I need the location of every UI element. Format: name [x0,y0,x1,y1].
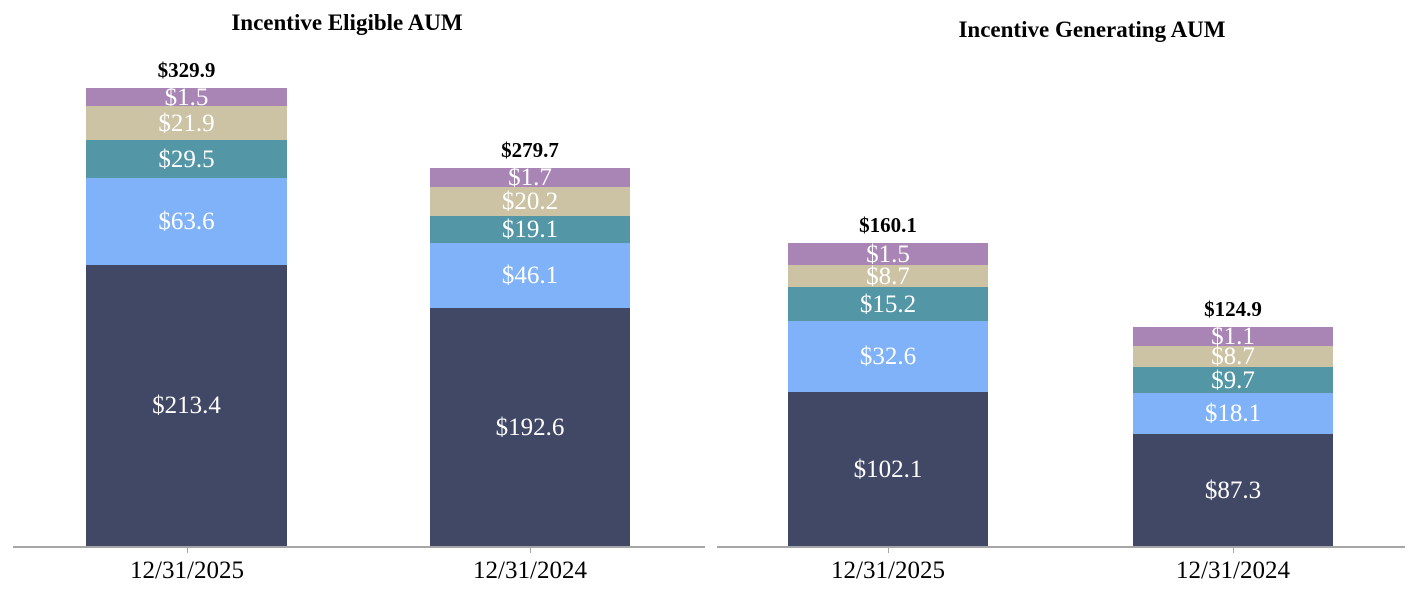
bar-segment: $102.1 [788,392,988,546]
segment-value-label: $87.3 [1204,476,1262,504]
bar-segment: $1.7 [430,164,630,191]
stacked-bar: $87.3 $18.1 $9.7 $8.7 $1.1 [1133,323,1333,546]
stacked-bar: $213.4 $63.6 $29.5 $21.9 $1.5 [86,85,287,546]
segment-value-label: $9.7 [1211,366,1255,394]
bar-segment: $192.6 [430,308,630,546]
axis-tick [187,548,188,553]
bar-segment: $18.1 [1133,393,1333,434]
bar-segment: $8.7 [1133,343,1333,370]
segment-value-label: $102.1 [853,455,923,483]
segment-value-label: $21.9 [158,109,215,137]
bar-segment: $8.7 [788,262,988,290]
segment-value-label: $46.1 [501,262,559,289]
bar-segment: $1.1 [1133,323,1333,350]
axis-tick [1233,548,1234,553]
x-axis-line [717,546,1405,548]
bar-total-label: $329.9 [157,58,216,82]
segment-value-label: $1.5 [866,240,910,268]
bar-segment: $213.4 [86,265,287,546]
axis-tick [530,548,531,553]
bar-segment: $46.1 [430,243,630,308]
segment-value-label: $1.7 [508,164,552,191]
segment-value-label: $29.5 [158,145,215,173]
category-label: 12/31/2024 [473,557,587,584]
bar-segment: $63.6 [86,178,287,265]
segment-value-label: $1.1 [1211,323,1255,350]
bar-total-label: $124.9 [1204,297,1262,321]
segment-value-label: $8.7 [866,262,910,290]
segment-value-label: $8.7 [1211,343,1255,370]
bar-segment: $87.3 [1133,434,1333,546]
category-label: 12/31/2024 [1176,557,1290,584]
bar-total-label: $160.1 [859,213,917,237]
axis-tick [888,548,889,553]
segment-value-label: $32.6 [859,343,917,370]
category-label: 12/31/2025 [831,557,945,584]
segment-value-label: $20.2 [501,188,559,215]
bar-segment: $15.2 [788,287,988,321]
chart-title: Incentive Generating AUM [958,17,1226,42]
bar-segment: $19.1 [430,216,630,243]
stacked-bar: $102.1 $32.6 $15.2 $8.7 $1.5 [788,240,988,546]
bar-segment: $1.5 [788,240,988,268]
chart-title: Incentive Eligible AUM [231,10,463,35]
bar-segment: $9.7 [1133,367,1333,393]
segment-value-label: $15.2 [859,290,917,318]
bar-segment: $1.5 [86,85,287,110]
x-axis-line [13,546,705,548]
segment-value-label: $213.4 [152,392,221,419]
bar-segment: $29.5 [86,140,287,178]
segment-value-label: $63.6 [158,208,215,235]
bar-total-label: $279.7 [501,138,559,162]
bar-segment: $32.6 [788,321,988,392]
segment-value-label: $1.5 [164,83,209,111]
bar-segment: $21.9 [86,106,287,140]
bar-segment: $20.2 [430,187,630,216]
segment-value-label: $18.1 [1204,400,1262,427]
category-label: 12/31/2025 [130,557,244,584]
segment-value-label: $19.1 [501,216,559,243]
segment-value-label: $192.6 [495,413,565,441]
stacked-bar: $192.6 $46.1 $19.1 $20.2 $1.7 [430,164,630,546]
